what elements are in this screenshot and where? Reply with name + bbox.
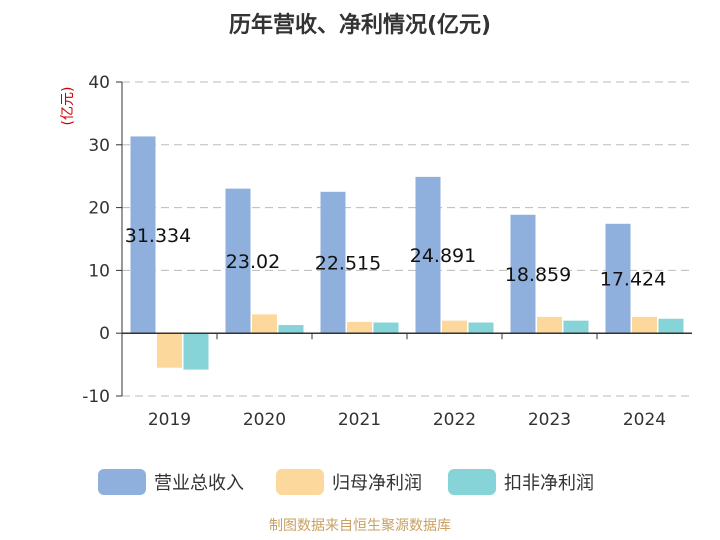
bar-2021-s2 [373,322,399,334]
bar-2019-s0 [130,136,156,334]
bar-2020-s2 [278,325,304,334]
data-label-2024: 17.424 [600,268,666,290]
data-label-2022: 24.891 [410,245,476,267]
bar-2022-s2 [468,322,494,334]
bar-2019-s1 [157,333,182,368]
chart-title: 历年营收、净利情况(亿元) [229,12,491,38]
bar-2020-s0 [225,188,251,334]
data-label-2019: 31.334 [125,225,191,247]
y-tick-label-40: 40 [88,73,110,93]
y-tick-label-10: 10 [88,261,110,281]
bar-2024-s1 [632,316,657,334]
bar-2022-s1 [442,320,467,334]
bar-2024-s2 [658,318,684,334]
legend-label-0: 营业总收入 [154,473,244,494]
bar-2021-s0 [320,191,346,334]
y-tick-label--10: -10 [82,387,110,407]
bar-2022-s0 [415,176,441,334]
legend-swatch-2 [448,469,496,495]
x-tick-label-2020: 2020 [243,410,286,430]
legend-label-2: 扣非净利润 [504,473,594,494]
legend: 营业总收入 归母净利润 扣非净利润 [98,469,594,495]
data-label-2021: 22.515 [315,253,381,275]
tick-labels: -10 0 10 20 30 40 2019 2020 2021 2022 2023 2024 [82,73,666,430]
bars [130,136,684,370]
bar-2020-s1 [252,314,277,334]
bar-2023-s2 [563,320,589,334]
x-tick-label-2024: 2024 [623,410,666,430]
bar-2023-s0 [510,214,536,334]
y-axis-unit: (亿元) [60,87,76,126]
y-tick-label-30: 30 [88,136,110,156]
grid-lines [122,81,692,397]
bar-2023-s1 [537,316,562,334]
data-label-2020: 23.02 [226,251,280,273]
data-labels: 31.334 23.02 22.515 24.891 18.859 17.424 [125,225,666,291]
axes [116,81,692,397]
legend-swatch-1 [276,469,324,495]
legend-swatch-0 [98,469,146,495]
x-tick-label-2023: 2023 [528,410,571,430]
bar-2021-s1 [347,321,372,334]
source-note: 制图数据来自恒生聚源数据库 [269,518,451,534]
y-tick-label-0: 0 [99,324,110,344]
legend-label-1: 归母净利润 [332,473,422,494]
x-tick-label-2021: 2021 [338,410,381,430]
y-tick-label-20: 20 [88,199,110,219]
x-tick-label-2022: 2022 [433,410,476,430]
x-tick-label-2019: 2019 [148,410,191,430]
bar-2019-s2 [183,333,209,370]
data-label-2023: 18.859 [505,264,571,286]
bar-2024-s0 [605,223,631,334]
